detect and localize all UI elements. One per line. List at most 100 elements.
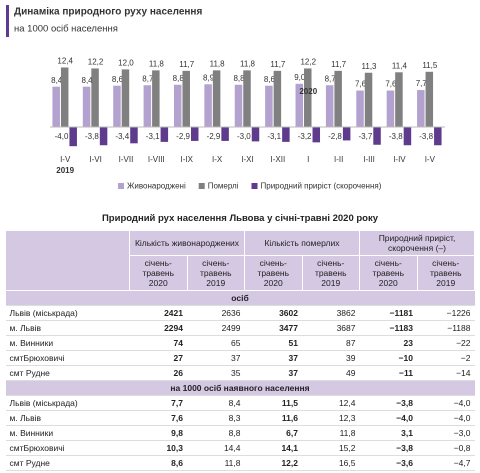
- table-cell: м. Винники: [5, 425, 130, 441]
- table-cell: м. Винники: [5, 335, 130, 351]
- table-cell: 37: [244, 365, 302, 381]
- bar: [113, 85, 121, 127]
- table-row: Львів (міськрада) 7,7 8,4 11,5 12,4 −3,8 −4,0: [5, 395, 475, 411]
- x-tick-label: I-IX: [181, 155, 194, 164]
- bar: [403, 127, 412, 146]
- table-cell: 3862: [302, 305, 360, 321]
- table-cell: 2499: [187, 320, 245, 336]
- data-label: 7,7: [416, 79, 428, 88]
- bar: [212, 70, 221, 127]
- data-label: 9,0: [294, 73, 306, 82]
- table-cell: −1183: [359, 320, 417, 336]
- data-label: 11,3: [362, 62, 378, 71]
- data-label: 8,8: [173, 74, 185, 83]
- table-cell: −4,0: [359, 410, 417, 426]
- table-cell: січень-травень 2020: [244, 255, 303, 291]
- bar: [417, 90, 425, 127]
- table-cell: 2294: [129, 320, 187, 336]
- table-cell: 27: [129, 350, 187, 366]
- bar: [265, 85, 273, 127]
- table-cell: −3,6: [359, 455, 417, 471]
- x-tick-label: I-VI: [89, 155, 101, 164]
- x-tick-label: I-V: [60, 155, 71, 164]
- bar: [395, 72, 403, 127]
- table-cell: 8,8: [187, 425, 245, 441]
- bar: [342, 127, 351, 141]
- table-cell: 3477: [244, 320, 302, 336]
- data-label: -3,1: [146, 132, 160, 141]
- table-row: січень-травень 2020 січень-травень 2019 сі…: [6, 255, 475, 291]
- table-cell: −4,0: [417, 395, 475, 411]
- table-row: на 1000 осіб наявного населення: [5, 380, 475, 396]
- table-cell: 11,8: [187, 455, 245, 471]
- data-label: -2,9: [207, 132, 221, 141]
- data-label: 8,4: [82, 76, 94, 85]
- table-cell: 12,3: [302, 410, 360, 426]
- data-label: 7,6: [355, 80, 367, 89]
- table-cell: −22: [417, 335, 475, 351]
- data-label: -3,0: [237, 132, 251, 141]
- table-cell: −1181: [359, 305, 417, 321]
- table-row: смт Рудне 8,6 11,8 12,2 16,5 −3,6 −4,7: [5, 455, 475, 471]
- table-cell: 49: [302, 365, 360, 381]
- bar: [204, 84, 212, 127]
- table-cell: 7,6: [129, 410, 187, 426]
- table-cell: 2421: [129, 305, 187, 321]
- bar: [91, 68, 99, 127]
- table-cell: січень-травень 2020: [359, 255, 418, 291]
- table-cell: 10,3: [129, 440, 187, 456]
- data-label: 8,4: [51, 76, 63, 85]
- data-label: -3,1: [267, 132, 281, 141]
- table-cell: 3602: [244, 305, 302, 321]
- bar: [304, 68, 312, 127]
- table-cell: смт Рудне: [5, 455, 130, 471]
- chart: Динаміка природного руху населення на 10…: [6, 5, 445, 191]
- table-cell: 65: [187, 335, 245, 351]
- legend-swatch: [198, 183, 205, 189]
- bar: [82, 86, 91, 127]
- table-cell: 11,6: [244, 410, 302, 426]
- year-label: 2019: [56, 166, 74, 175]
- data-label: 11,4: [392, 61, 408, 70]
- table-cell: м. Львів: [5, 320, 130, 336]
- data-label: 12,2: [88, 58, 104, 67]
- table-cell: 8,6: [129, 455, 187, 471]
- table-cell: 87: [302, 335, 360, 351]
- data-label: 8,8: [233, 74, 245, 83]
- table-cell: Львів (міськрада): [5, 395, 130, 411]
- table-cell: 8,4: [187, 395, 245, 411]
- table-cell: м. Львів: [5, 410, 130, 426]
- data-label: -3,8: [419, 132, 433, 141]
- data-label: 8,6: [264, 75, 276, 84]
- table-row: смтБрюховичі 27 37 37 39 −10 −2: [5, 350, 475, 366]
- data-label: 11,7: [270, 60, 286, 69]
- data-label: 11,5: [422, 61, 438, 70]
- bar: [373, 127, 381, 145]
- table-cell: −14: [417, 365, 475, 381]
- bar: [295, 83, 304, 127]
- data-label: 7,6: [385, 80, 397, 89]
- table-cell: 51: [244, 335, 302, 351]
- table-cell: січень-травень 2019: [301, 255, 360, 291]
- table-cell: 14,1: [244, 440, 302, 456]
- table-row: м. Винники 9,8 8,8 6,7 11,8 3,1 −3,0: [5, 425, 475, 441]
- table-cell: −1226: [417, 305, 475, 321]
- table-cell: −11: [359, 365, 417, 381]
- data-label: -3,8: [85, 132, 99, 141]
- table-cell: 35: [187, 365, 245, 381]
- bar: [334, 70, 342, 127]
- table-title: Природний рух населення Львова у січні-т…: [101, 213, 379, 224]
- bar: [130, 127, 138, 144]
- data-label: 11,8: [240, 59, 256, 68]
- x-tick-label: I-VII: [119, 155, 134, 164]
- data-label: -3,2: [298, 132, 312, 141]
- data-label: 8,9: [203, 73, 215, 82]
- table-row: смтБрюховичі 10,3 14,4 14,1 15,2 −3,8 −0,8: [5, 440, 475, 456]
- x-tick-label: I-X: [212, 155, 223, 164]
- bar: [52, 86, 60, 127]
- table-cell: 16,5: [302, 455, 360, 471]
- table-cell: −1188: [417, 320, 475, 336]
- table-cell: смтБрюховичі: [5, 350, 130, 366]
- table-row: Львів (міськрада) 2421 2636 3602 3862 −1181 −1…: [5, 305, 475, 321]
